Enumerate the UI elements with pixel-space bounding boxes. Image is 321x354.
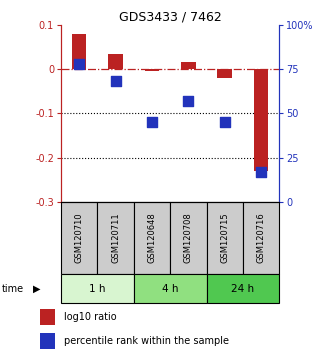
Bar [61, 202, 97, 274]
Bar [254, 69, 268, 171]
Bar [40, 333, 55, 349]
Point [258, 169, 264, 175]
Bar [134, 274, 206, 303]
Text: ▶: ▶ [33, 284, 41, 294]
Text: 24 h: 24 h [231, 284, 255, 293]
Point [186, 98, 191, 104]
Text: log10 ratio: log10 ratio [64, 312, 117, 322]
Title: GDS3433 / 7462: GDS3433 / 7462 [119, 11, 221, 24]
Bar [170, 202, 206, 274]
Point [222, 119, 227, 125]
Text: time: time [2, 284, 24, 294]
Bar [72, 34, 86, 69]
Bar [206, 202, 243, 274]
Text: GSM120708: GSM120708 [184, 213, 193, 263]
Bar [40, 309, 55, 325]
Bar [181, 62, 195, 69]
Text: GSM120648: GSM120648 [147, 213, 156, 263]
Bar [243, 202, 279, 274]
Bar [206, 274, 279, 303]
Text: GSM120715: GSM120715 [220, 213, 229, 263]
Text: GSM120710: GSM120710 [75, 213, 84, 263]
Bar [61, 274, 134, 303]
Text: GSM120711: GSM120711 [111, 213, 120, 263]
Text: GSM120716: GSM120716 [256, 213, 265, 263]
Bar [217, 69, 232, 78]
Point [149, 119, 154, 125]
Bar [108, 53, 123, 69]
Point [113, 79, 118, 84]
Text: 4 h: 4 h [162, 284, 178, 293]
Bar [97, 202, 134, 274]
Text: 1 h: 1 h [89, 284, 106, 293]
Bar [134, 202, 170, 274]
Point [77, 61, 82, 67]
Text: percentile rank within the sample: percentile rank within the sample [64, 336, 229, 346]
Bar [145, 69, 159, 71]
